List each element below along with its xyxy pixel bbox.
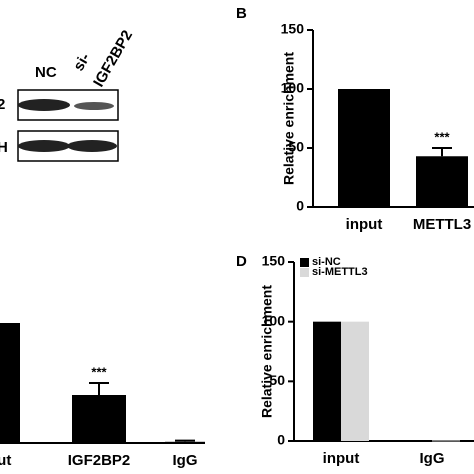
y-tick-label: 150 xyxy=(281,21,305,37)
y-axis-label: Relative enrichment xyxy=(259,285,275,418)
legend-swatch xyxy=(300,268,309,277)
bar xyxy=(416,156,468,207)
y-tick-label: 100 xyxy=(262,312,286,328)
x-tick-label: METTL3 xyxy=(413,216,471,233)
y-tick-label: 50 xyxy=(288,139,304,155)
y-tick-label: 100 xyxy=(281,80,305,96)
significance: *** xyxy=(434,129,450,144)
error-bar xyxy=(175,439,195,442)
lane-label: IGF2BP2 xyxy=(90,27,136,90)
x-tick-label: input xyxy=(346,216,383,233)
bar xyxy=(0,323,20,443)
lane-label: si- xyxy=(70,50,93,74)
bar xyxy=(432,440,460,442)
blot xyxy=(17,89,119,162)
legend-label: si-METTL3 xyxy=(312,266,368,278)
bar xyxy=(72,395,126,443)
x-tick-label: IgG xyxy=(173,452,198,469)
y-tick-label: 0 xyxy=(277,432,285,448)
panel-label: B xyxy=(236,5,247,22)
x-tick-label: IgG xyxy=(420,450,445,467)
y-tick-label: 50 xyxy=(269,372,285,388)
legend-swatch xyxy=(300,258,309,267)
row-label: 2 xyxy=(0,96,5,113)
y-tick-label: 0 xyxy=(296,198,304,214)
y-tick-label: 150 xyxy=(262,253,286,269)
row-label: H xyxy=(0,139,8,156)
panel-label: D xyxy=(236,253,247,270)
bar xyxy=(404,440,432,442)
bar xyxy=(165,441,205,443)
x-tick-label: input xyxy=(0,452,11,469)
y-axis-label: Relative enrichment xyxy=(281,52,297,185)
legend-label: si-NC xyxy=(312,256,341,268)
error-bar xyxy=(89,382,109,395)
x-tick-label: IGF2BP2 xyxy=(68,452,131,469)
bar xyxy=(338,89,390,207)
x-tick-label: input xyxy=(323,450,360,467)
error-bar xyxy=(432,147,452,157)
bar xyxy=(341,321,369,441)
significance: *** xyxy=(91,364,107,379)
lane-label: NC xyxy=(35,64,57,81)
bar xyxy=(313,321,341,441)
